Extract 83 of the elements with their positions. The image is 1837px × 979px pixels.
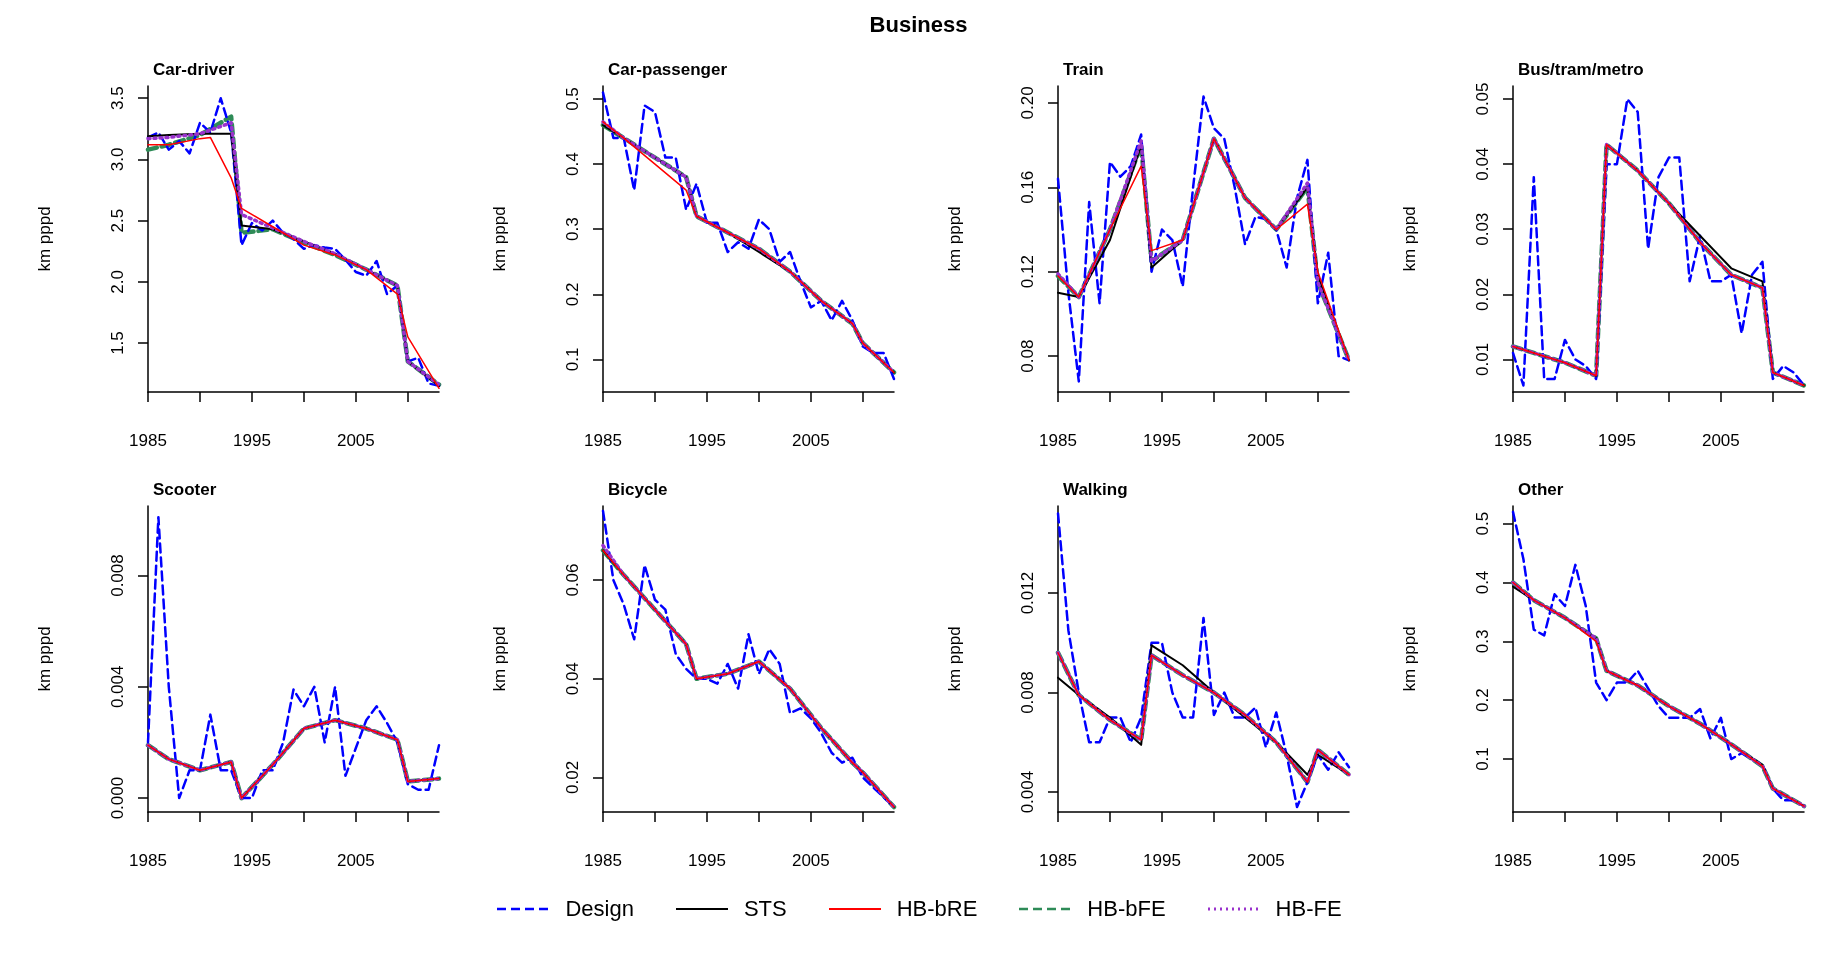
y-axis-title: km pppd [490, 626, 509, 692]
x-tick-label: 2005 [1701, 431, 1740, 450]
line-series [1056, 95, 1351, 383]
y-axis-title: km pppd [1400, 206, 1419, 272]
y-tick-label: 0.2 [1473, 688, 1492, 713]
x-tick-label: 2005 [1246, 431, 1285, 450]
y-tick-label: 0.16 [1018, 170, 1037, 204]
y-tick-label: 0.06 [563, 563, 582, 597]
chart-title: Car-passenger [608, 60, 728, 79]
y-tick-label: 0.5 [563, 87, 582, 111]
legend-label: HB-FE [1275, 896, 1342, 922]
x-tick-label: 1995 [1598, 851, 1636, 870]
x-tick-label: 1985 [584, 851, 622, 870]
y-tick-label: 3.0 [108, 147, 127, 172]
chart-title: Walking [1063, 480, 1128, 499]
text: Business [868, 11, 969, 39]
y-tick-label: 0.2 [563, 282, 582, 307]
y-axis-title: km pppd [945, 206, 964, 272]
y-tick-label: 2.5 [108, 208, 127, 233]
y-tick-label: 0.000 [108, 776, 127, 820]
x-tick-label: 1995 [1598, 431, 1636, 450]
line-series [146, 515, 441, 800]
y-tick-label: 0.5 [1473, 511, 1492, 536]
chart-title: Bicycle [608, 480, 668, 499]
x-tick-label: 1995 [1143, 431, 1181, 450]
chart-title: Other [1518, 480, 1564, 499]
y-tick-label: 0.004 [1018, 770, 1037, 814]
y-tick-label: 0.01 [1473, 342, 1492, 376]
y-tick-label: 0.3 [563, 217, 582, 242]
y-tick-label: 0.08 [1018, 339, 1037, 373]
legend-label: HB-bRE [896, 896, 978, 922]
y-tick-label: 0.004 [108, 665, 127, 709]
y-tick-label: 0.008 [108, 554, 127, 597]
x-tick-label: 1985 [1494, 851, 1532, 870]
x-tick-label: 2005 [1701, 851, 1740, 870]
y-axis-title: km pppd [490, 206, 509, 272]
y-tick-label: 0.012 [1018, 571, 1037, 615]
line-series [1056, 512, 1351, 809]
chart-title: Bus/tram/metro [1518, 60, 1644, 79]
y-tick-label: 0.3 [1473, 629, 1492, 654]
chart-title: Scooter [153, 480, 217, 499]
legend-label: HB-bFE [1087, 896, 1166, 922]
y-tick-label: 0.03 [1473, 212, 1492, 246]
y-tick-label: 3.5 [108, 86, 127, 111]
y-tick-label: 0.04 [563, 662, 582, 696]
y-axis-title: km pppd [35, 626, 54, 692]
x-tick-label: 1995 [233, 431, 271, 450]
chart-title: Train [1063, 60, 1104, 79]
line-series [1511, 97, 1806, 387]
x-tick-label: 1995 [688, 431, 726, 450]
y-tick-label: 0.02 [1473, 277, 1492, 311]
x-tick-label: 1995 [688, 851, 726, 870]
y-axis-title: km pppd [1400, 626, 1419, 692]
x-tick-label: 2005 [1246, 851, 1285, 870]
legend-label: Design [565, 896, 634, 922]
y-tick-label: 2.0 [108, 270, 127, 294]
x-tick-label: 1985 [1039, 851, 1077, 870]
x-tick-label: 2005 [791, 431, 830, 450]
y-tick-label: 0.12 [1018, 255, 1037, 289]
y-tick-label: 0.1 [1473, 747, 1492, 771]
x-tick-label: 1985 [584, 431, 622, 450]
x-tick-label: 2005 [336, 851, 375, 870]
chart-title: Car-driver [153, 60, 235, 79]
x-tick-label: 1985 [129, 431, 167, 450]
y-tick-label: 1.5 [108, 331, 127, 355]
x-tick-label: 1995 [233, 851, 271, 870]
y-axis-title: km pppd [35, 206, 54, 272]
x-tick-label: 2005 [791, 851, 830, 870]
y-tick-label: 0.1 [563, 347, 582, 372]
x-tick-label: 2005 [336, 431, 375, 450]
y-axis-title: km pppd [945, 626, 964, 692]
x-tick-label: 1985 [1039, 431, 1077, 450]
legend-label: STS [743, 896, 787, 922]
y-tick-label: 0.20 [1018, 86, 1037, 120]
x-tick-label: 1995 [1143, 851, 1181, 870]
y-tick-label: 0.04 [1473, 147, 1492, 181]
y-tick-label: 0.008 [1018, 671, 1037, 714]
y-tick-label: 0.4 [563, 152, 582, 176]
x-tick-label: 1985 [1494, 431, 1532, 450]
x-tick-label: 1985 [129, 851, 167, 870]
y-tick-label: 0.02 [563, 760, 582, 794]
y-tick-label: 0.05 [1473, 82, 1492, 116]
y-tick-label: 0.4 [1473, 570, 1492, 595]
